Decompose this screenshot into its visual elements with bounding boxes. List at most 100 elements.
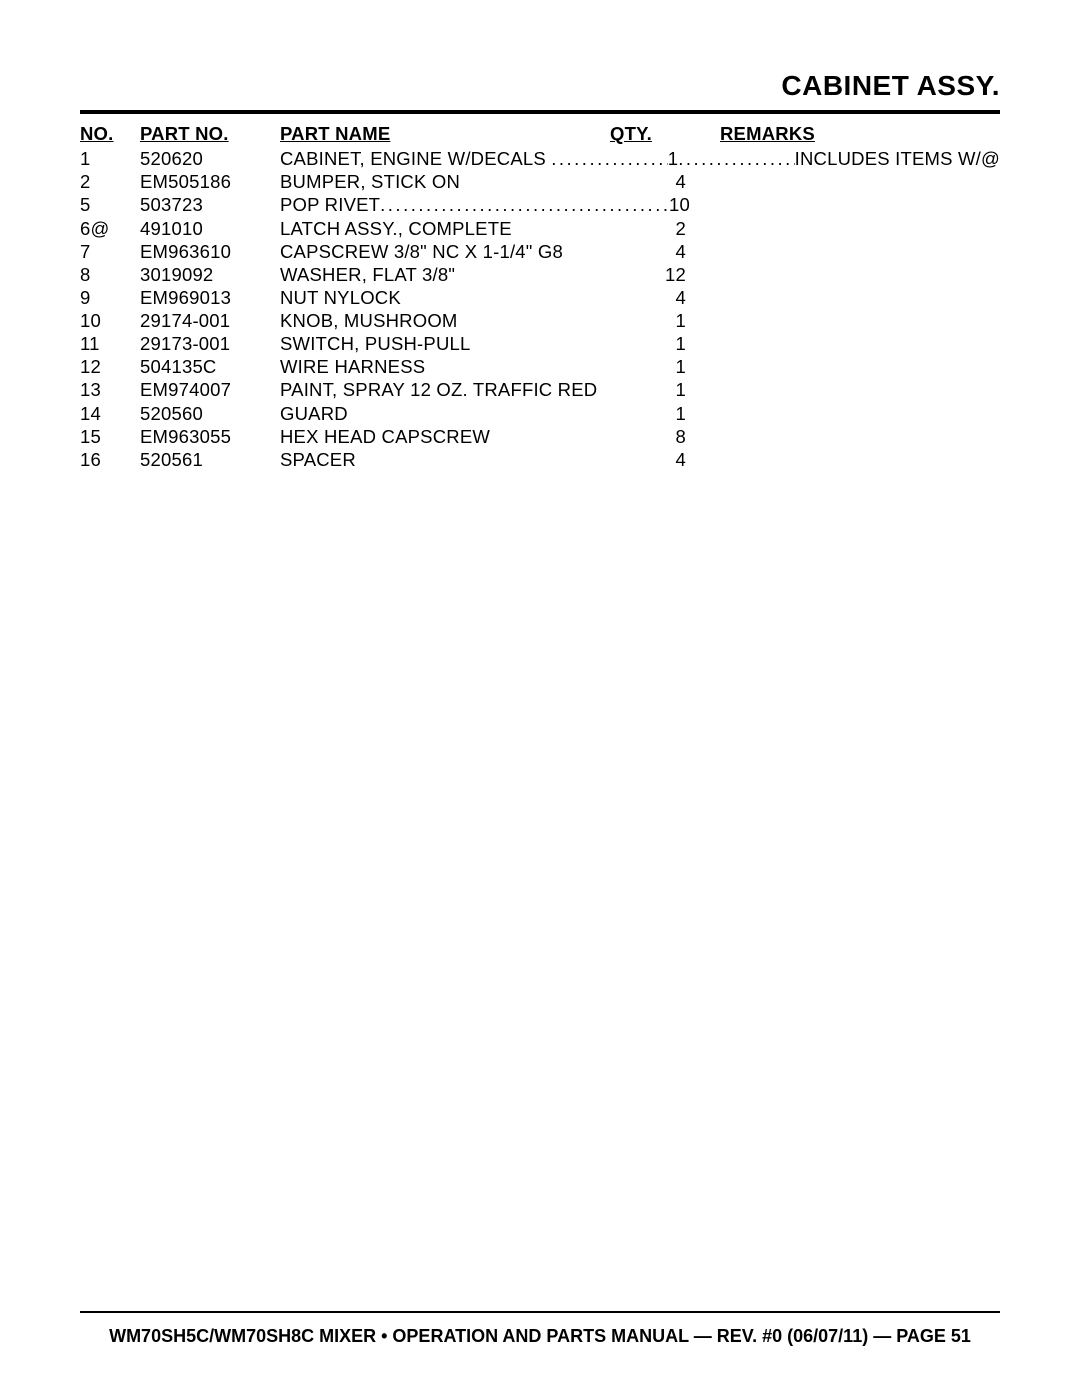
cell-partname: POP RIVET [280,193,380,216]
title-rule [80,110,1000,114]
cell-partno: 503723 [140,193,280,216]
cell-partname: SWITCH, PUSH-PULL [280,332,610,355]
cell-qty: 1 [610,309,690,332]
footer-rule [80,1311,1000,1313]
table-row: 9EM969013NUT NYLOCK4 [80,286,1000,309]
cell-no: 11 [80,332,140,355]
cell-qty: 4 [610,286,690,309]
table-row: 7EM963610CAPSCREW 3/8" NC X 1-1/4" G84 [80,240,1000,263]
cell-partno: EM969013 [140,286,280,309]
cell-qty: 4 [610,448,690,471]
cell-no: 14 [80,402,140,425]
cell-no: 16 [80,448,140,471]
cell-remarks [690,402,1000,425]
cell-partno: 520561 [140,448,280,471]
cell-partname: LATCH ASSY., COMPLETE [280,217,610,240]
cell-partno: 29173-001 [140,332,280,355]
table-row: 1029174-001KNOB, MUSHROOM1 [80,309,1000,332]
cell-partno: EM963055 [140,425,280,448]
cell-no: 5 [80,193,140,216]
cell-no: 2 [80,170,140,193]
table-row: 16520561SPACER4 [80,448,1000,471]
col-header-partname: PART NAME [280,122,610,147]
table-row: 12504135CWIRE HARNESS1 [80,355,1000,378]
table-row: 2EM505186BUMPER, STICK ON4 [80,170,1000,193]
cell-remarks [690,378,1000,401]
cell-partname: WIRE HARNESS [280,355,610,378]
cell-remarks [690,286,1000,309]
cell-qty: 10 [669,193,690,216]
cell-partname: SPACER [280,448,610,471]
cell-partno: 3019092 [140,263,280,286]
cell-no: 9 [80,286,140,309]
page-footer: WM70SH5C/WM70SH8C MIXER • OPERATION AND … [0,1326,1080,1347]
cell-no: 1 [80,147,140,170]
cell-partname: NUT NYLOCK [280,286,610,309]
cell-remarks [690,170,1000,193]
table-row: 1129173-001SWITCH, PUSH-PULL1 [80,332,1000,355]
cell-qty: 1 [610,378,690,401]
cell-no: 6@ [80,217,140,240]
cell-remarks [690,448,1000,471]
cell-qty: 1 [610,332,690,355]
col-header-qty: QTY. [610,122,690,147]
dot-leader [551,147,667,170]
cell-remarks [690,309,1000,332]
cell-remarks [690,355,1000,378]
cell-partno: 491010 [140,217,280,240]
table-row: 15EM963055HEX HEAD CAPSCREW8 [80,425,1000,448]
col-header-partno: PART NO. [140,122,280,147]
table-row: 1520620CABINET, ENGINE W/DECALS 1INCLUDE… [80,147,1000,170]
cell-qty: 2 [610,217,690,240]
cell-qty: 1 [610,355,690,378]
table-row: 5503723POP RIVET 10 [80,193,1000,216]
parts-table: NO. PART NO. PART NAME QTY. REMARKS 1520… [80,122,1000,471]
cell-qty: 12 [610,263,690,286]
cell-qty: 1 [668,147,679,170]
cell-partno: 520620 [140,147,280,170]
cell-partname: KNOB, MUSHROOM [280,309,610,332]
cell-no: 10 [80,309,140,332]
cell-partname: BUMPER, STICK ON [280,170,610,193]
cell-name-qty: POP RIVET 10 [280,193,690,216]
table-row: 13EM974007PAINT, SPRAY 12 OZ. TRAFFIC RE… [80,378,1000,401]
cell-partno: 520560 [140,402,280,425]
cell-partno: EM974007 [140,378,280,401]
cell-partno: 504135C [140,355,280,378]
cell-qty: 4 [610,170,690,193]
cell-remarks [690,240,1000,263]
cell-partno: EM505186 [140,170,280,193]
cell-remarks [690,263,1000,286]
cell-qty: 8 [610,425,690,448]
parts-table-body: 1520620CABINET, ENGINE W/DECALS 1INCLUDE… [80,147,1000,471]
cell-remarks [690,193,1000,216]
cell-no: 15 [80,425,140,448]
cell-partno: EM963610 [140,240,280,263]
cell-no: 13 [80,378,140,401]
cell-remarks [690,332,1000,355]
cell-partname: WASHER, FLAT 3/8" [280,263,610,286]
cell-name-qty-remarks: CABINET, ENGINE W/DECALS 1 INCLUDES ITEMS… [280,147,1000,170]
cell-remarks: INCLUDES ITEMS W/@ [795,147,1000,170]
col-header-no: NO. [80,122,140,147]
cell-partname: HEX HEAD CAPSCREW [280,425,610,448]
cell-partno: 29174-001 [140,309,280,332]
page-title: CABINET ASSY. [80,70,1000,102]
cell-qty: 4 [610,240,690,263]
cell-partname: CABINET, ENGINE W/DECALS [280,147,551,170]
cell-partname: CAPSCREW 3/8" NC X 1-1/4" G8 [280,240,610,263]
col-header-remarks: REMARKS [690,122,1000,147]
cell-remarks [690,217,1000,240]
table-header-row: NO. PART NO. PART NAME QTY. REMARKS [80,122,1000,147]
cell-partname: GUARD [280,402,610,425]
table-row: 6@491010LATCH ASSY., COMPLETE2 [80,217,1000,240]
dot-leader [678,147,794,170]
dot-leader [380,193,669,216]
cell-no: 7 [80,240,140,263]
table-row: 14520560GUARD1 [80,402,1000,425]
cell-partname: PAINT, SPRAY 12 OZ. TRAFFIC RED [280,378,610,401]
cell-no: 12 [80,355,140,378]
cell-qty: 1 [610,402,690,425]
table-row: 83019092WASHER, FLAT 3/8"12 [80,263,1000,286]
cell-remarks [690,425,1000,448]
